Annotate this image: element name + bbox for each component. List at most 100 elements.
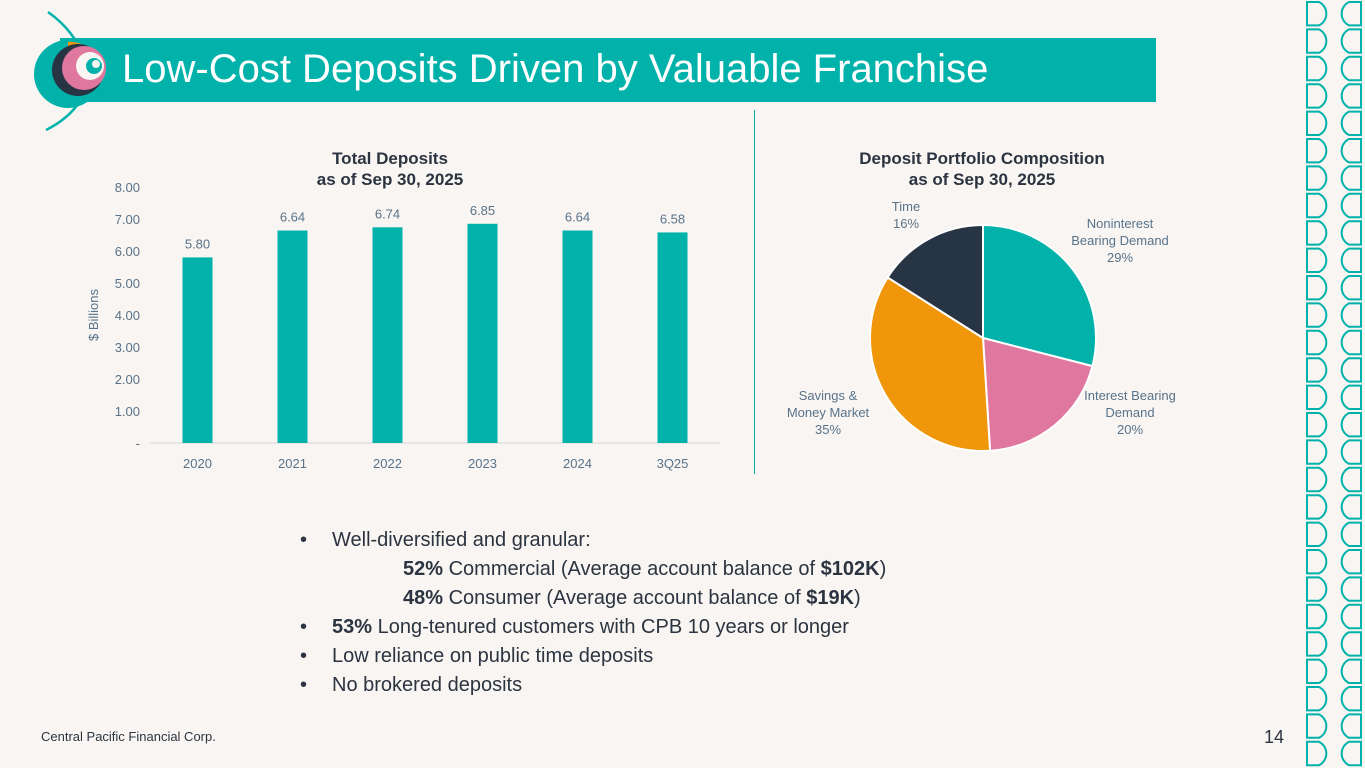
deco-shape — [1306, 165, 1328, 191]
pie-slice — [869, 276, 992, 452]
x-tick-label: 3Q25 — [657, 456, 689, 471]
bullet-list: • Well-diversified and granular: 52% Comm… — [300, 526, 886, 700]
bullet-item: • No brokered deposits — [300, 671, 886, 700]
deco-shape — [1306, 1, 1328, 27]
pie-slice-label: Interest Bearing — [1084, 388, 1176, 403]
bar-value-label: 6.64 — [280, 210, 305, 225]
pie-slice-pct-label: 20% — [1117, 422, 1143, 437]
title-bar — [60, 38, 1156, 102]
company-logo-icon — [34, 10, 106, 132]
deco-shape — [1306, 138, 1328, 164]
bar-chart-subtitle: as of Sep 30, 2025 — [316, 170, 464, 189]
y-tick-label: 3.00 — [115, 340, 140, 355]
bullet-item: • Well-diversified and granular: — [300, 526, 886, 555]
bar-chart-title-block: Total Deposits as of Sep 30, 2025 — [270, 148, 510, 190]
slide-title: Low-Cost Deposits Driven by Valuable Fra… — [122, 47, 989, 91]
deposit-composition-pie-chart: Noninterest Bearing Demand 29% Interest Bea… — [787, 199, 1176, 452]
deco-shape — [1340, 55, 1362, 82]
deco-shape — [1306, 192, 1328, 219]
pie-slice-label: Bearing Demand — [1071, 233, 1169, 248]
bar — [277, 230, 308, 443]
deco-shape — [1340, 521, 1362, 547]
chart-divider — [754, 110, 755, 474]
deco-shape — [1306, 494, 1328, 520]
deco-shape — [1306, 549, 1328, 575]
bar — [467, 223, 498, 443]
pie-slice-label: Savings & — [799, 388, 858, 403]
bar-chart-title: Total Deposits — [332, 149, 448, 168]
deco-shape — [1306, 220, 1328, 246]
commercial-balance: $102K — [820, 558, 880, 580]
bullet-marker: • — [300, 645, 308, 667]
deco-shape — [1306, 302, 1328, 328]
sub-bullet-text: Commercial (Average account balance of — [443, 558, 821, 580]
y-tick-label: 5.00 — [115, 276, 140, 291]
consumer-balance: $19K — [806, 587, 855, 609]
sub-bullet-text: ) — [854, 587, 861, 609]
y-tick-label: 6.00 — [115, 244, 140, 259]
bar — [562, 230, 593, 443]
pie-slice-pct-label: 16% — [893, 216, 919, 231]
deco-shape — [1306, 83, 1328, 109]
deco-shape — [1340, 275, 1362, 301]
pie-slice-label: Money Market — [787, 405, 870, 420]
x-tick-label: 2021 — [278, 456, 307, 471]
deco-shape — [1340, 302, 1362, 328]
deco-shape — [1340, 357, 1362, 383]
deco-shape — [1340, 1, 1362, 27]
bullet-item: • 53% Long-tenured customers with CPB 10 … — [300, 613, 886, 642]
deco-shape — [1340, 686, 1362, 712]
y-tick-label: 7.00 — [115, 212, 140, 227]
deco-shape — [1306, 357, 1328, 383]
bar — [182, 257, 213, 443]
deco-shape — [1306, 275, 1328, 301]
pie-slice-pct-label: 29% — [1107, 250, 1133, 265]
bullet-text: Low reliance on public time deposits — [332, 645, 654, 667]
y-axis-title: $ Billions — [86, 288, 101, 341]
deco-shape — [1306, 713, 1328, 739]
deco-shape — [1340, 220, 1362, 246]
deco-shape — [1306, 110, 1328, 136]
deco-shape — [1340, 631, 1362, 657]
page-number: 14 — [1264, 727, 1285, 747]
pie-slice — [886, 223, 984, 340]
sub-bullet-text: Consumer (Average account balance of — [443, 587, 807, 609]
deco-shape — [1340, 165, 1362, 191]
deco-shape — [1306, 28, 1328, 54]
deco-shape — [1306, 439, 1328, 465]
bar — [372, 227, 403, 443]
bar-value-label: 6.64 — [565, 210, 590, 225]
bar-value-label: 6.85 — [470, 203, 495, 218]
sub-bullet-text: ) — [879, 558, 887, 580]
deco-shape — [1340, 110, 1362, 136]
y-tick-label: 1.00 — [115, 404, 140, 419]
deco-shape — [1306, 576, 1328, 602]
deco-shape — [1340, 412, 1362, 438]
bullet-item: • Low reliance on public time deposits — [300, 642, 886, 671]
deco-shape — [1306, 521, 1328, 547]
pie-slice-pct-label: 35% — [815, 422, 841, 437]
deco-shape — [1340, 658, 1362, 684]
pie-slice-label: Time — [892, 199, 920, 214]
pie-slice-label: Noninterest — [1087, 216, 1154, 231]
deco-shape — [1306, 55, 1328, 82]
deco-shape — [1340, 192, 1362, 219]
deco-shape — [1340, 138, 1362, 164]
pie-slice-label: Demand — [1105, 405, 1154, 420]
bullet-text: No brokered deposits — [332, 674, 523, 696]
pie-chart-title: Deposit Portfolio Composition — [859, 149, 1105, 168]
deco-shape — [1340, 713, 1362, 739]
pie-chart-title-block: Deposit Portfolio Composition as of Sep … — [842, 148, 1122, 190]
y-tick-label: 4.00 — [115, 308, 140, 323]
x-tick-label: 2023 — [468, 456, 497, 471]
bullet-text: Well-diversified and granular: — [332, 529, 591, 551]
deco-shape — [1340, 247, 1362, 273]
deco-shape — [1306, 466, 1328, 493]
bar — [657, 232, 688, 443]
long-tenured-pct: 53% — [332, 616, 373, 638]
footer-company: Central Pacific Financial Corp. — [41, 729, 216, 744]
decorative-pattern — [1306, 1, 1362, 767]
deco-shape — [1306, 603, 1328, 630]
deco-shape — [1340, 466, 1362, 493]
deco-shape — [1340, 576, 1362, 602]
